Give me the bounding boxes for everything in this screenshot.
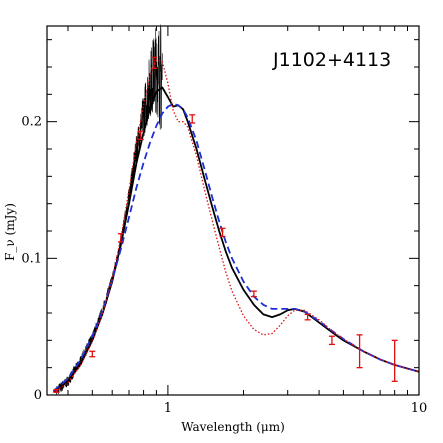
x-axis-title: Wavelength (μm) (181, 420, 285, 434)
model-line-dashed (52, 103, 420, 392)
tick-labels: 1 10 0 0.1 0.2 (21, 115, 427, 416)
y-tick-label: 0 (34, 388, 42, 403)
model-line-dotted (53, 59, 420, 393)
model-curves (52, 24, 420, 396)
x-tick-label: 10 (411, 401, 428, 416)
chart-title: J1102+4113 (272, 49, 391, 71)
y-tick-label: 0.1 (21, 251, 42, 266)
y-axis-title: F_ν (mJy) (3, 203, 17, 261)
y-tick-label: 0.2 (21, 115, 42, 130)
x-tick-label: 1 (164, 401, 172, 416)
plot-frame (46, 25, 420, 396)
photometry-points (53, 56, 398, 393)
